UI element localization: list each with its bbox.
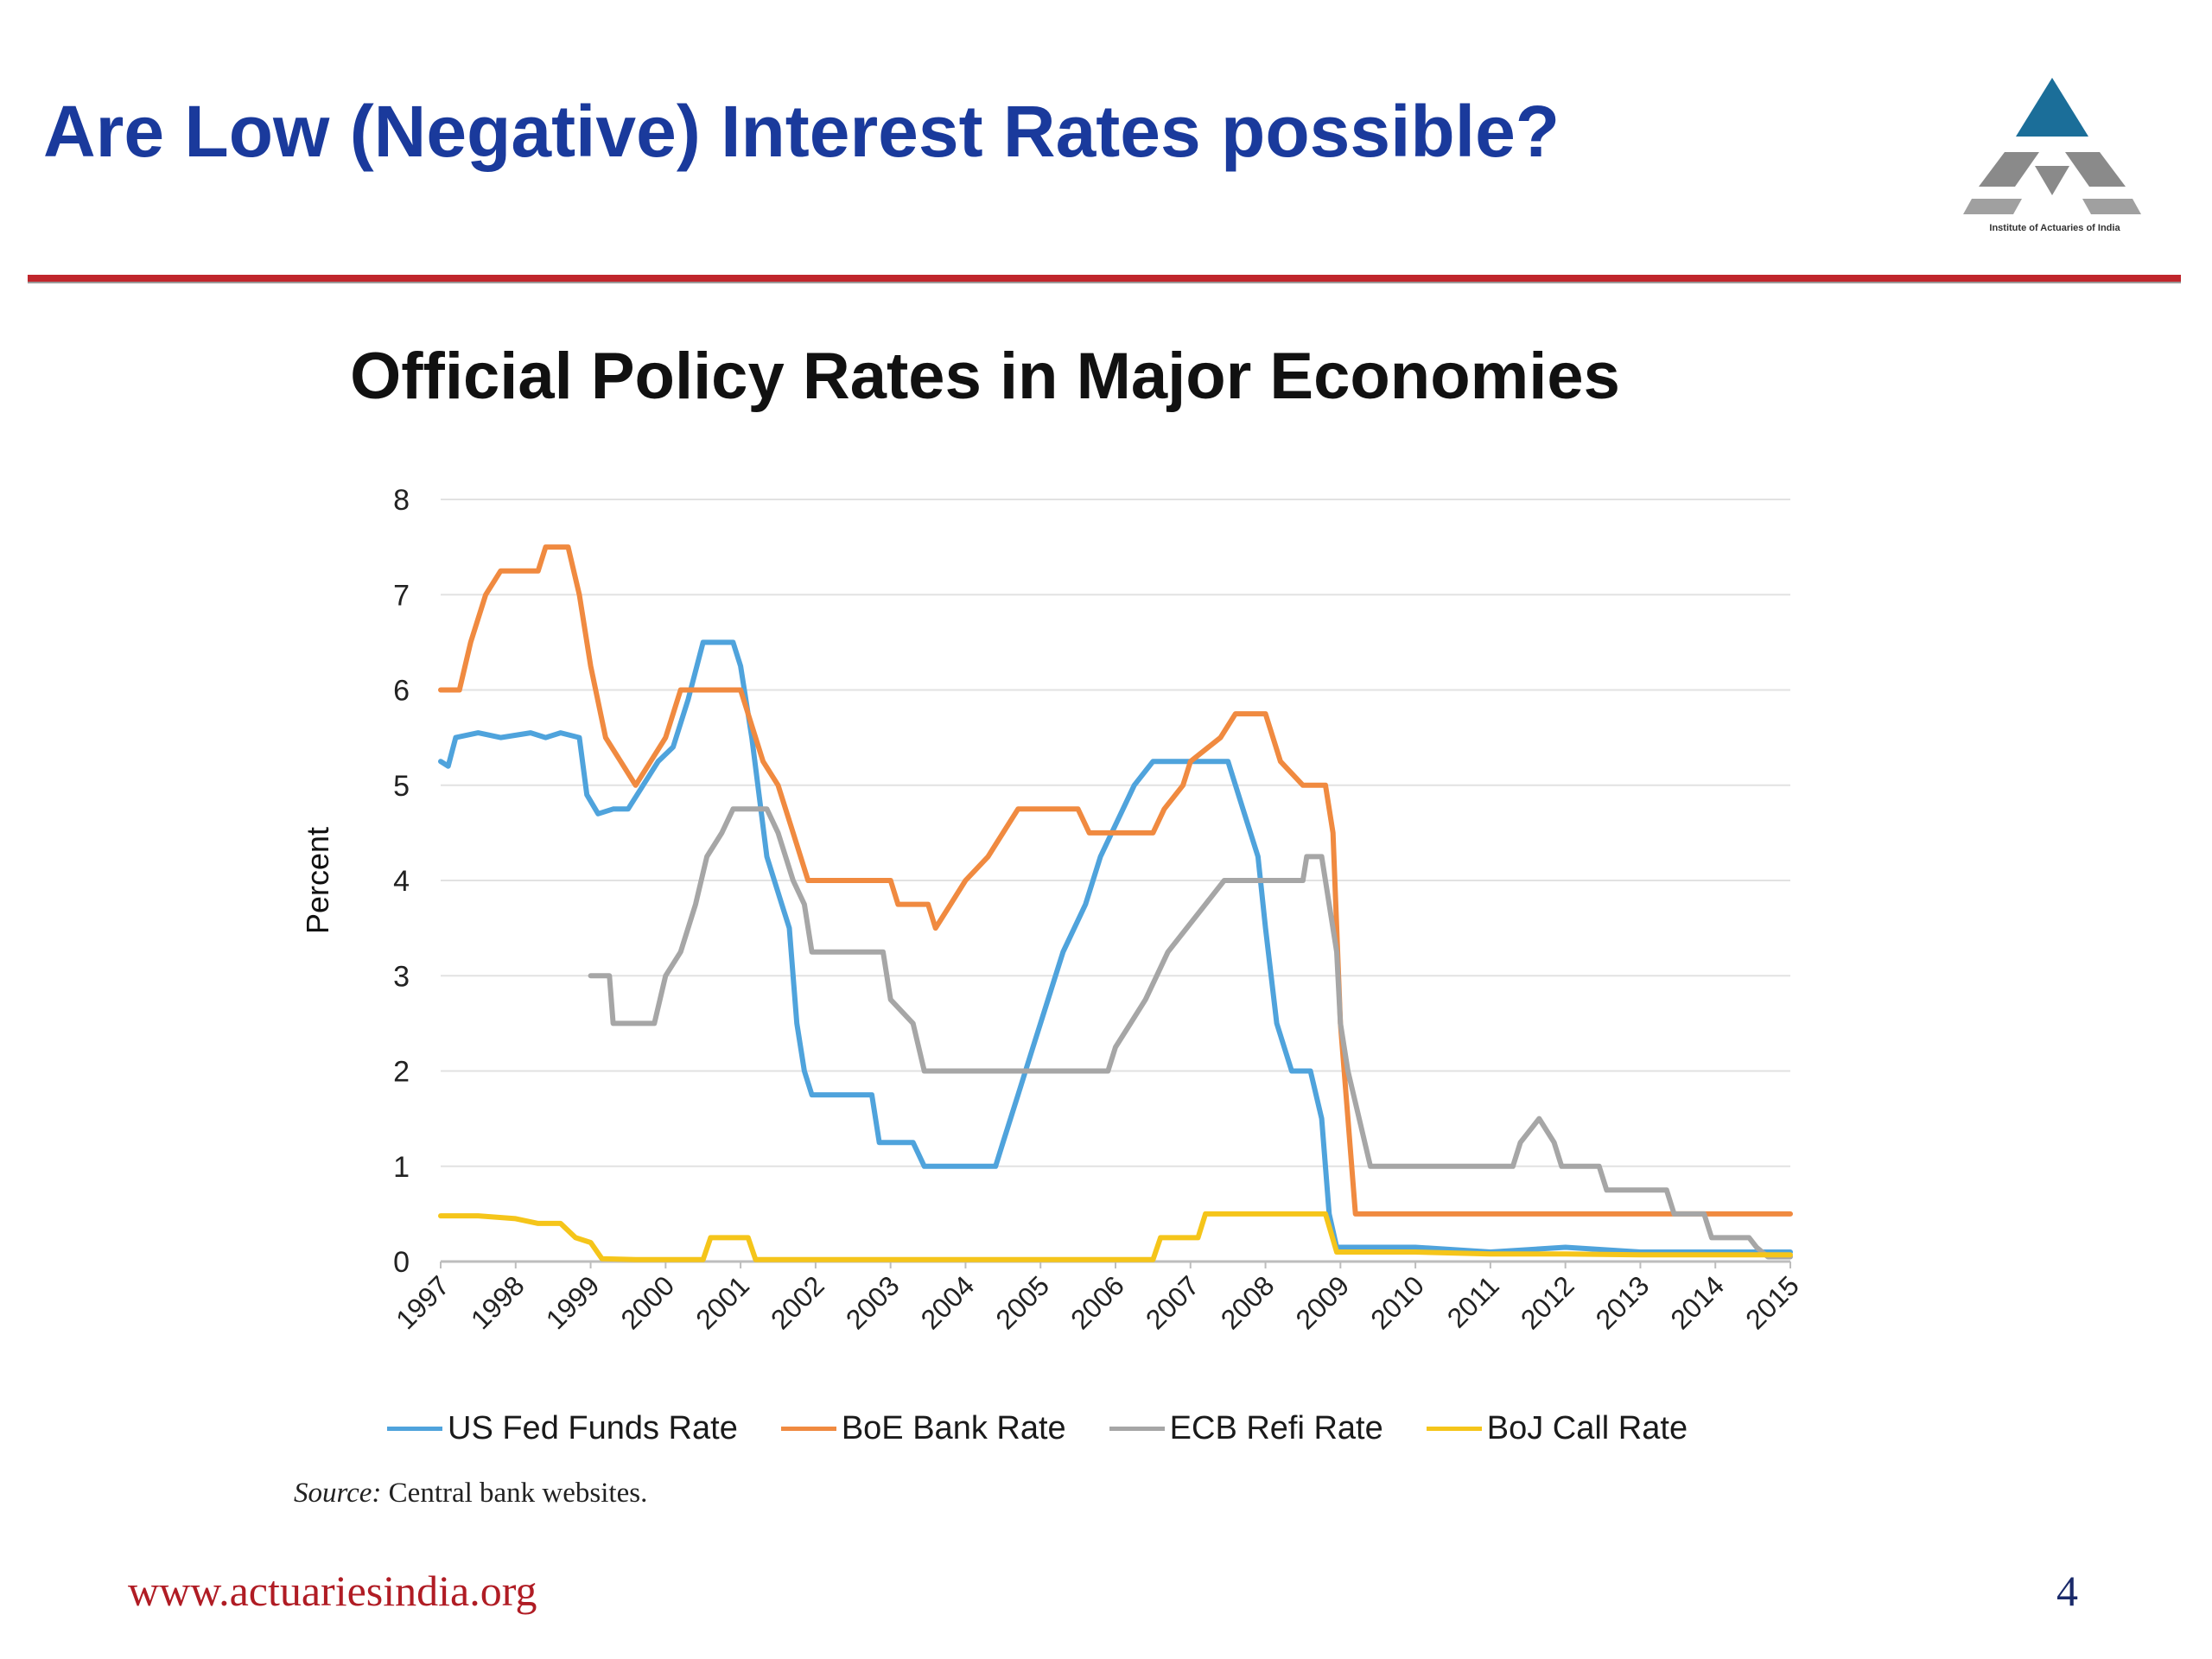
x-tick-label: 2009 <box>1289 1269 1355 1335</box>
x-tick-label: 2011 <box>1441 1269 1505 1333</box>
series-line-0 <box>438 639 1793 1255</box>
x-tick-label: 2006 <box>1065 1269 1130 1335</box>
header-divider-shadow <box>28 282 2181 283</box>
page-number: 4 <box>2056 1567 2078 1615</box>
logo-center-mark <box>2035 166 2069 195</box>
x-tick-label: 2015 <box>1739 1269 1805 1335</box>
y-tick-label: 3 <box>393 960 410 993</box>
legend-swatch-ecb <box>1109 1427 1165 1431</box>
x-tick-label: 2010 <box>1364 1269 1430 1335</box>
legend-label-us-fed: US Fed Funds Rate <box>448 1410 738 1446</box>
y-tick-label: 0 <box>393 1246 410 1279</box>
y-tick-label: 2 <box>393 1056 410 1089</box>
x-tick-label: 2003 <box>840 1269 906 1335</box>
legend-swatch-us-fed <box>387 1427 442 1431</box>
series-line-2 <box>588 806 1793 1260</box>
source-note: Source: Central bank websites. <box>294 1478 647 1510</box>
footer-url: www.actuariesindia.org <box>128 1567 537 1615</box>
legend-item-us-fed: US Fed Funds Rate <box>387 1410 738 1447</box>
x-tick-label: 2008 <box>1215 1269 1281 1335</box>
x-tick-label: 2002 <box>765 1269 830 1335</box>
source-label: Source: <box>294 1478 382 1509</box>
legend-swatch-boj <box>1426 1427 1482 1431</box>
x-tick-label: 1999 <box>540 1269 606 1335</box>
x-tick-label: 2001 <box>690 1269 755 1335</box>
legend-item-boj: BoJ Call Rate <box>1426 1410 1688 1447</box>
logo-right-mark <box>2065 152 2126 187</box>
logo-base-left <box>1963 199 2022 214</box>
x-tick-label: 1997 <box>390 1269 455 1335</box>
x-tick-label: 1998 <box>465 1269 531 1335</box>
source-text: Central bank websites. <box>381 1478 648 1509</box>
x-tick-label: 2000 <box>614 1269 680 1335</box>
y-tick-label: 8 <box>393 484 410 517</box>
series-line-3 <box>438 1211 1793 1262</box>
slide-title: Are Low (Negative) Interest Rates possib… <box>43 91 1560 172</box>
logo-caption: Institute of Actuaries of India <box>1989 223 2120 233</box>
x-tick-label: 2014 <box>1664 1269 1730 1335</box>
x-tick-label: 2004 <box>915 1269 981 1335</box>
legend-label-boj: BoJ Call Rate <box>1486 1410 1688 1446</box>
header-divider <box>28 275 2181 282</box>
y-tick-label: 7 <box>393 579 410 612</box>
y-axis-label: Percent <box>300 827 335 934</box>
y-tick-label: 5 <box>393 770 410 803</box>
logo-left-mark <box>1979 152 2039 187</box>
x-tick-label: 2012 <box>1515 1269 1580 1335</box>
logo-base-right <box>2082 199 2141 214</box>
x-tick-label: 2007 <box>1140 1269 1205 1335</box>
legend-item-boe: BoE Bank Rate <box>780 1410 1066 1447</box>
series-line-1 <box>438 544 1793 1217</box>
y-tick-label: 4 <box>393 865 410 898</box>
legend-label-boe: BoE Bank Rate <box>841 1410 1066 1446</box>
legend-item-ecb: ECB Refi Rate <box>1109 1410 1383 1447</box>
legend-swatch-boe <box>780 1427 836 1431</box>
legend-label-ecb: ECB Refi Rate <box>1169 1410 1383 1446</box>
x-tick-label: 2005 <box>989 1269 1055 1335</box>
institute-logo <box>1963 78 2141 214</box>
chart-legend: US Fed Funds Rate BoE Bank Rate ECB Refi… <box>387 1410 1688 1447</box>
chart-title: Official Policy Rates in Major Economies <box>350 340 1620 413</box>
y-tick-label: 1 <box>393 1151 410 1184</box>
y-tick-label: 6 <box>393 675 410 708</box>
logo-blue-triangle <box>2016 78 2088 137</box>
x-tick-label: 2013 <box>1590 1269 1656 1335</box>
